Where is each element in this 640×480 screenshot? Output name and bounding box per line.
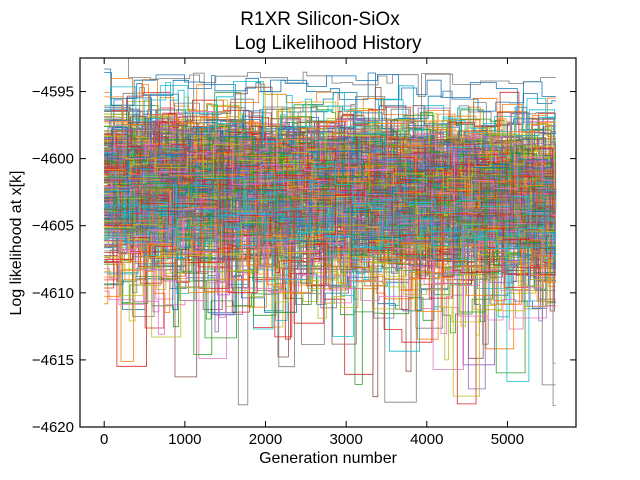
y-tick-label: −4605 [32, 218, 74, 235]
chain-trace-line [104, 158, 556, 217]
x-tick-label: 0 [100, 431, 108, 448]
chain-trace-line [104, 208, 556, 289]
chain-trace-line [104, 137, 556, 316]
chain-trace-line [104, 171, 556, 345]
chain-trace-line [104, 267, 556, 335]
x-tick-label: 4000 [410, 431, 443, 448]
chain-trace-line [104, 123, 556, 187]
x-tick-label: 2000 [249, 431, 282, 448]
chain-trace-line [104, 139, 556, 204]
y-axis-label: Log likelihood at x[k] [8, 171, 25, 316]
chain-trace-line [104, 93, 556, 164]
chain-trace-line [104, 91, 556, 148]
chain-trace-line [104, 201, 556, 257]
chain-trace-line [104, 236, 556, 297]
chain-trace-line [104, 270, 556, 334]
chain-trace-line [104, 185, 556, 382]
chain-trace-line [104, 204, 556, 267]
chain-trace-line [104, 273, 556, 322]
y-tick-label: −4615 [32, 352, 74, 369]
chain-trace-line [104, 195, 556, 277]
y-tick-label: −4600 [32, 151, 74, 168]
x-tick-label: 5000 [491, 431, 524, 448]
chain-trace-line [128, 58, 556, 97]
chain-trace-line [104, 185, 556, 245]
x-tick-label: 3000 [329, 431, 362, 448]
chain-trace-line [104, 195, 556, 256]
chain-trace-line [104, 184, 556, 236]
chain-trace-line [104, 122, 556, 207]
y-tick-label: −4595 [32, 84, 74, 101]
chain-trace-line [104, 213, 556, 271]
chain-trace-line [104, 68, 556, 125]
chain-trace-line [104, 153, 557, 221]
x-axis-ticks: 0 1000 2000 3000 4000 5000 [100, 58, 524, 448]
chain-trace-line [104, 140, 556, 313]
chain-trace-line [104, 81, 556, 148]
chain-trace-line [104, 133, 556, 216]
y-tick-label: −4620 [32, 419, 74, 436]
chain-trace-line [104, 171, 556, 224]
chart-title-line2: Log Likelihood History [235, 33, 422, 54]
chain-trace-line [104, 133, 556, 192]
chain-trace-line [104, 152, 556, 312]
chain-trace-line [104, 73, 556, 150]
chain-trace-line [104, 244, 556, 307]
y-tick-label: −4610 [32, 285, 74, 302]
chain-trace-line [104, 182, 556, 240]
chart-title-line1: R1XR Silicon-SiOx [240, 9, 400, 30]
chain-trace-line [104, 217, 556, 263]
x-axis-label: Generation number [259, 450, 398, 467]
chain-trace-line [104, 120, 556, 207]
chain-trace-line [104, 181, 556, 240]
chain-trace-line [104, 86, 556, 260]
y-axis-ticks: −4595 −4600 −4605 −4610 −4615 −4620 [32, 84, 576, 436]
chain-trace-line [104, 205, 556, 283]
chain-trace-line [104, 212, 556, 269]
chain-trace-line [104, 72, 556, 177]
chain-trace-line [104, 142, 556, 224]
chain-trace-line [104, 161, 556, 229]
chain-trace-line [104, 245, 556, 305]
x-tick-label: 1000 [168, 431, 201, 448]
chain-trace-line [104, 221, 556, 406]
chain-trace-line [104, 84, 556, 161]
chain-trace-line [104, 111, 556, 278]
chain-traces [104, 58, 557, 406]
chain-trace-line [104, 133, 556, 189]
plot-frame [79, 57, 577, 428]
chain-trace-line [104, 256, 556, 323]
chain-trace-line [104, 120, 556, 284]
